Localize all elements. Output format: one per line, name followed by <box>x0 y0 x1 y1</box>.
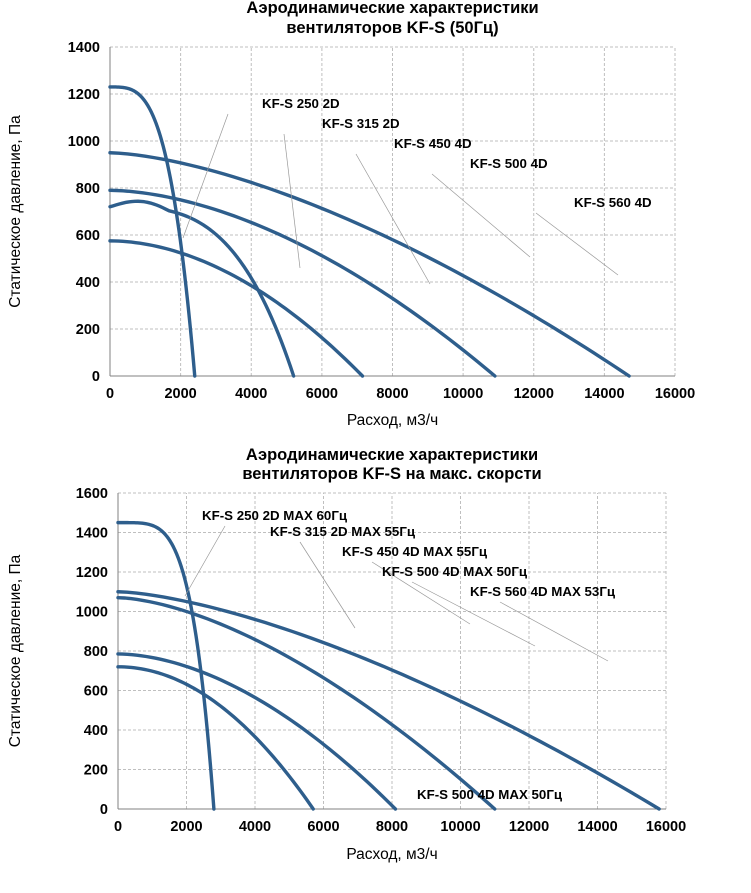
svg-text:14000: 14000 <box>577 819 617 835</box>
svg-text:1400: 1400 <box>68 40 100 56</box>
svg-text:12000: 12000 <box>509 819 549 835</box>
svg-text:1600: 1600 <box>76 486 108 502</box>
svg-text:Аэродинамические характеристик: Аэродинамические характеристики <box>246 446 538 464</box>
svg-text:Статическое давление, Па: Статическое давление, Па <box>7 554 24 747</box>
svg-text:4000: 4000 <box>239 819 271 835</box>
svg-text:14000: 14000 <box>584 386 624 402</box>
svg-text:4000: 4000 <box>235 386 267 402</box>
svg-text:12000: 12000 <box>514 386 554 402</box>
svg-text:KF-S 500 4D MAX 50Гц: KF-S 500 4D MAX 50Гц <box>417 787 563 802</box>
svg-text:400: 400 <box>84 723 108 739</box>
svg-text:600: 600 <box>76 228 100 244</box>
svg-text:KF-S 450 4D: KF-S 450 4D <box>394 136 472 151</box>
svg-text:0: 0 <box>114 819 122 835</box>
svg-text:1000: 1000 <box>68 134 100 150</box>
svg-text:Расход, м3/ч: Расход, м3/ч <box>346 846 437 863</box>
svg-text:KF-S 450 4D MAX 55Гц: KF-S 450 4D MAX 55Гц <box>342 544 488 559</box>
svg-text:600: 600 <box>84 684 108 700</box>
svg-text:KF-S 560 4D: KF-S 560 4D <box>574 195 652 210</box>
svg-text:800: 800 <box>76 181 100 197</box>
svg-text:10000: 10000 <box>443 386 483 402</box>
svg-text:1000: 1000 <box>76 605 108 621</box>
svg-text:1200: 1200 <box>76 565 108 581</box>
svg-text:0: 0 <box>100 802 108 818</box>
svg-text:2000: 2000 <box>170 819 202 835</box>
svg-text:KF-S 500 4D: KF-S 500 4D <box>470 156 548 171</box>
svg-text:16000: 16000 <box>655 386 695 402</box>
svg-text:вентиляторов KF-S на макс. ско: вентиляторов KF-S на макс. скорсти <box>242 465 541 483</box>
svg-text:вентиляторов KF-S (50Гц): вентиляторов KF-S (50Гц) <box>286 19 498 37</box>
svg-text:KF-S 250 2D MAX 60Гц: KF-S 250 2D MAX 60Гц <box>202 508 348 523</box>
svg-text:6000: 6000 <box>307 819 339 835</box>
svg-text:Расход, м3/ч: Расход, м3/ч <box>347 412 438 429</box>
svg-text:8000: 8000 <box>376 386 408 402</box>
svg-text:10000: 10000 <box>440 819 480 835</box>
svg-text:400: 400 <box>76 275 100 291</box>
svg-text:KF-S 315 2D: KF-S 315 2D <box>322 116 400 131</box>
svg-text:6000: 6000 <box>306 386 338 402</box>
svg-text:1200: 1200 <box>68 87 100 103</box>
svg-text:KF-S 250 2D: KF-S 250 2D <box>262 96 340 111</box>
svg-text:Статическое давление, Па: Статическое давление, Па <box>7 115 24 308</box>
svg-text:Аэродинамические характеристик: Аэродинамические характеристики <box>246 0 538 17</box>
svg-text:200: 200 <box>76 322 100 338</box>
svg-text:8000: 8000 <box>376 819 408 835</box>
svg-text:KF-S 560 4D MAX 53Гц: KF-S 560 4D MAX 53Гц <box>470 584 616 599</box>
svg-text:KF-S 315 2D MAX 55Гц: KF-S 315 2D MAX 55Гц <box>270 524 416 539</box>
svg-text:2000: 2000 <box>164 386 196 402</box>
svg-text:16000: 16000 <box>646 819 686 835</box>
svg-text:KF-S 500 4D MAX 50Гц: KF-S 500 4D MAX 50Гц <box>382 564 528 579</box>
svg-text:0: 0 <box>92 369 100 385</box>
svg-text:800: 800 <box>84 644 108 660</box>
svg-text:200: 200 <box>84 763 108 779</box>
svg-text:1400: 1400 <box>76 526 108 542</box>
svg-text:0: 0 <box>106 386 114 402</box>
